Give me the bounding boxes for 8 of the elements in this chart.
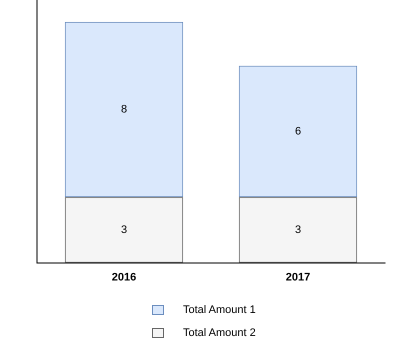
legend-label: Total Amount 1 [183,304,256,316]
data-label: 8 [120,104,128,116]
data-label: 6 [294,125,302,138]
legend-label: Total Amount 2 [183,326,256,338]
x-tick-label: 2017 [286,271,310,284]
x-tick-label: 2016 [112,271,136,284]
data-label: 3 [294,224,302,236]
data-label: 3 [120,224,128,236]
